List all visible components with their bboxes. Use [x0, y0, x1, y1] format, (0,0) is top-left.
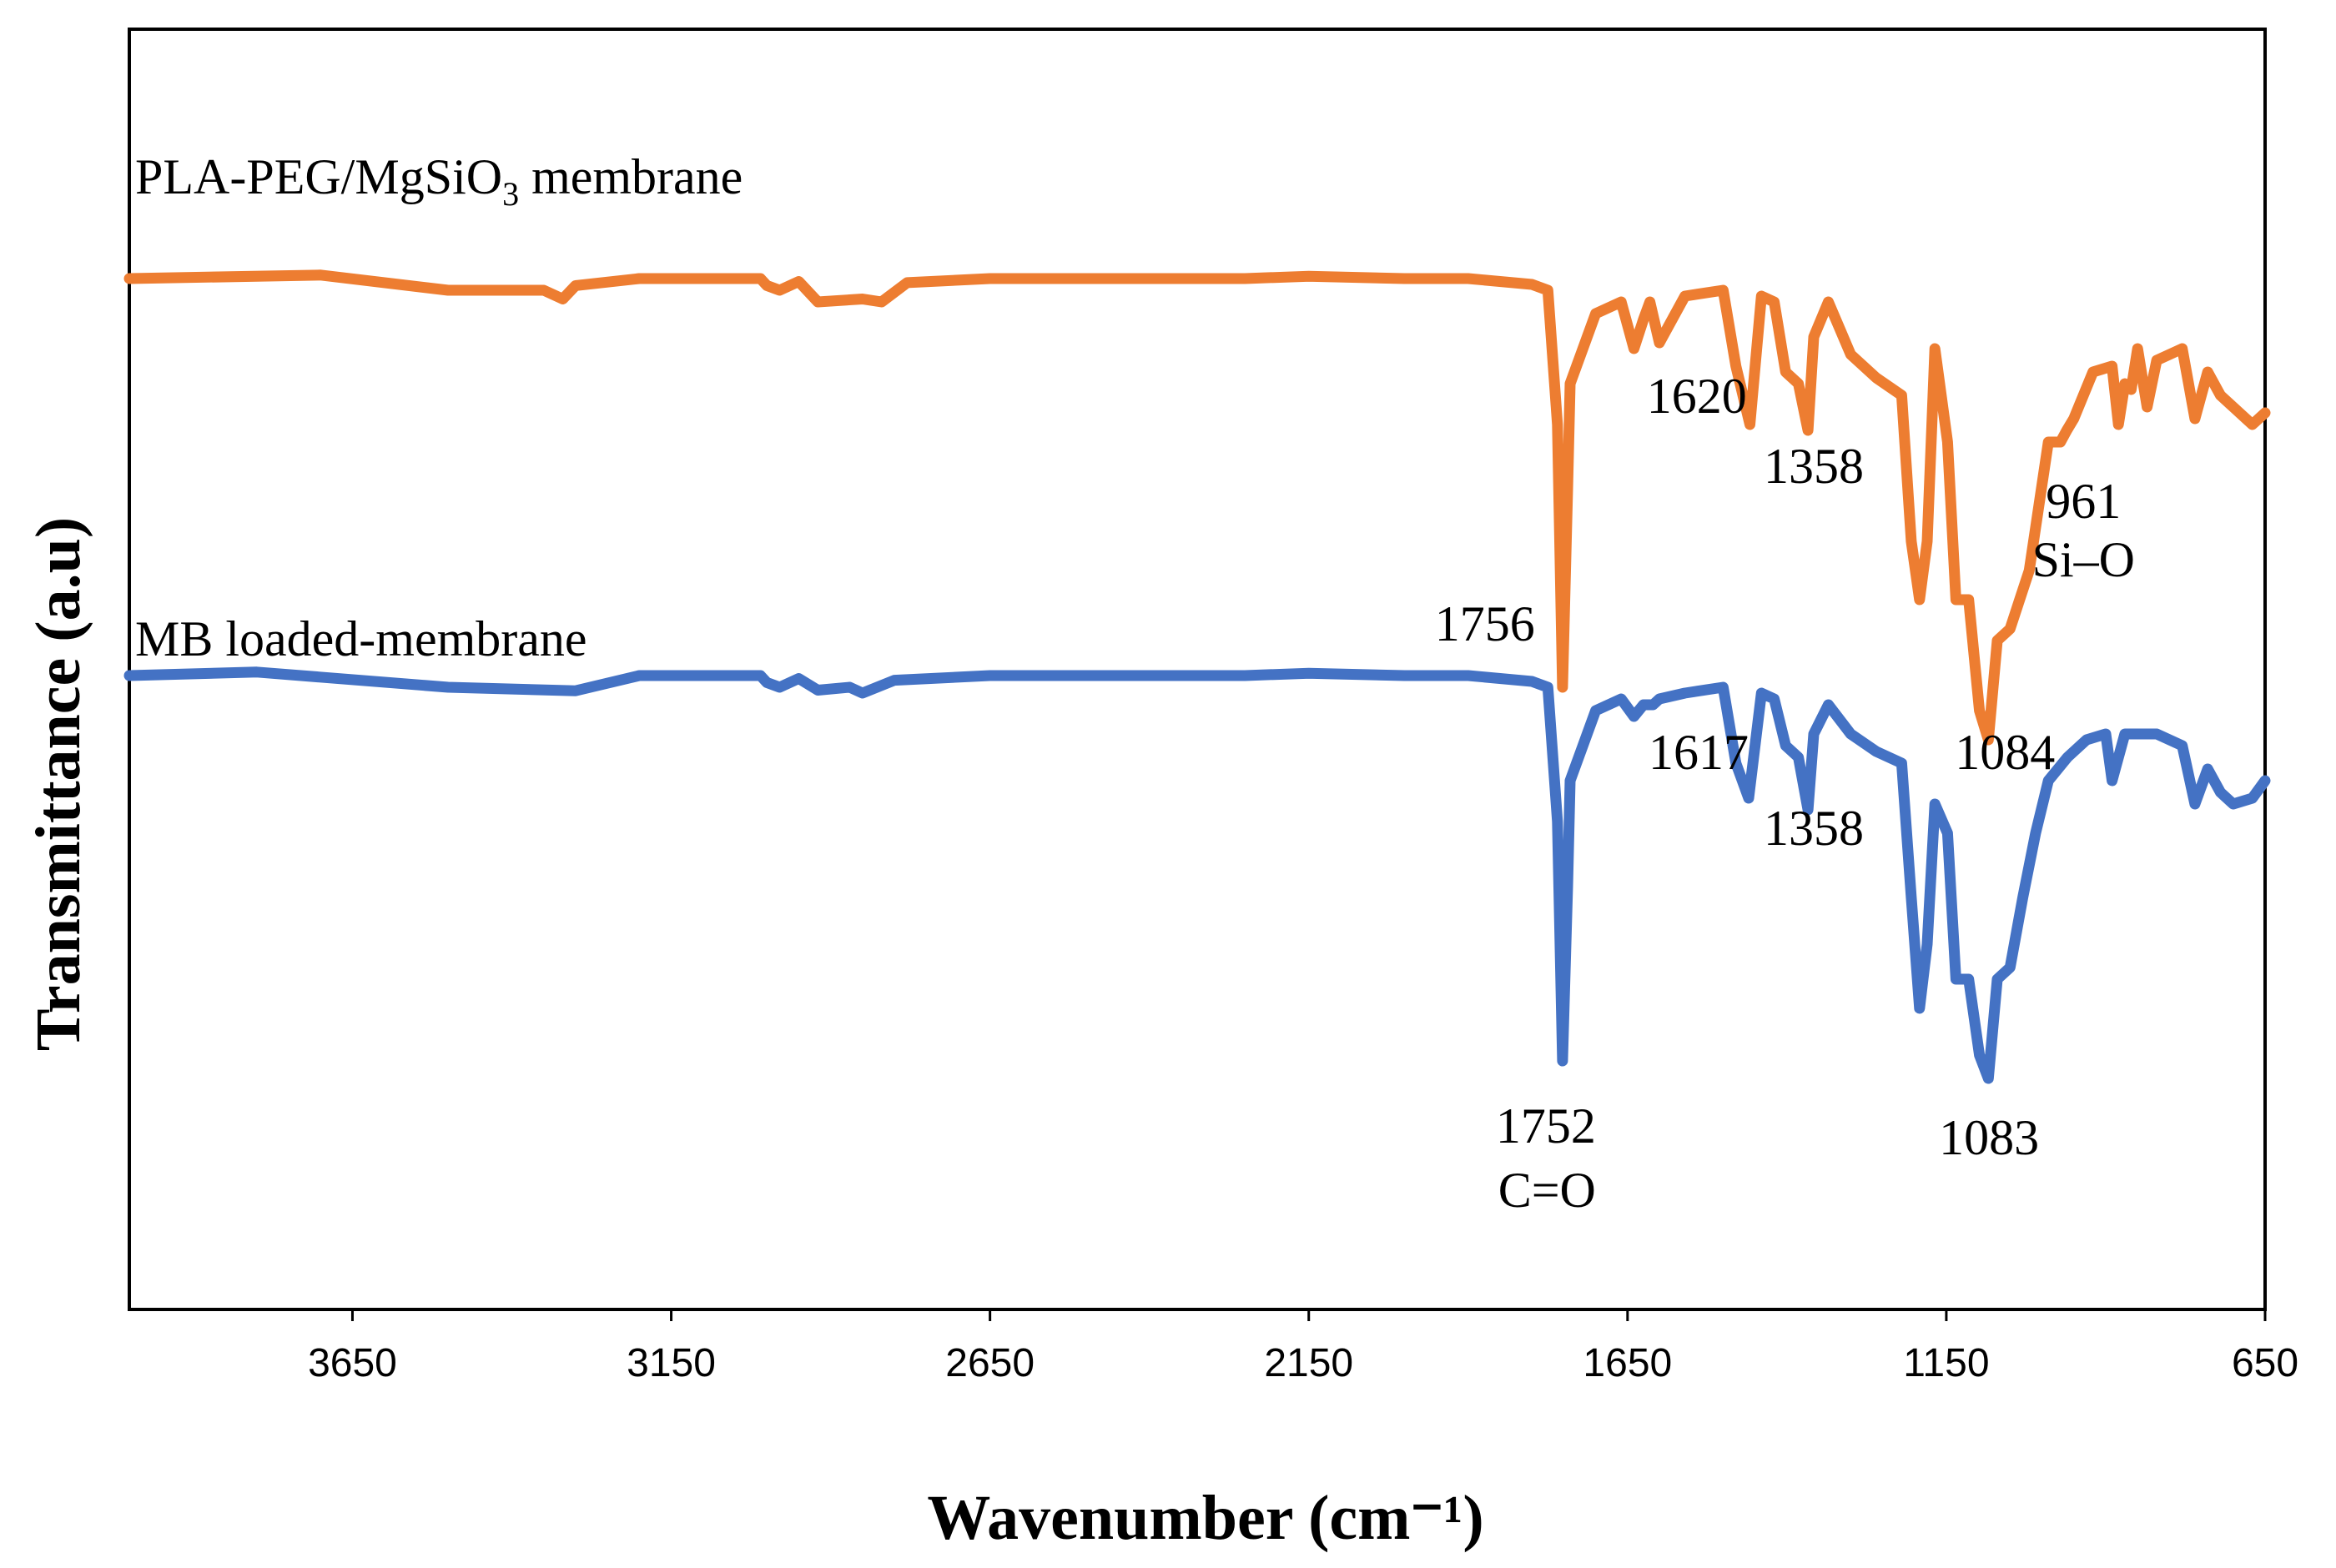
x-tick-label: 2650: [945, 1341, 1035, 1385]
series-label-layer: PLA-PEG/MgSiO3 membrane MB loaded-membra…: [135, 149, 743, 666]
peak-annotation-2: 961: [2046, 474, 2121, 529]
peak-annotation-0: 1620: [1647, 369, 1747, 424]
series-label-mb-loaded: MB loaded-membrane: [135, 611, 587, 666]
peak-annotation-3: Si–O: [2032, 532, 2135, 587]
peak-annotation-6: 1084: [1955, 725, 2055, 780]
x-tick-label: 650: [2232, 1341, 2298, 1385]
peak-annotation-4: 1756: [1435, 596, 1535, 651]
peak-annotation-10: 1083: [1939, 1110, 2039, 1165]
peak-annotation-5: 1617: [1649, 725, 1749, 780]
series-line-0: [123, 269, 2271, 746]
x-tick-label: 1650: [1583, 1341, 1672, 1385]
x-axis-title: Wavenumber (cm⁻¹): [927, 1483, 1483, 1553]
x-tick-label: 3150: [627, 1341, 716, 1385]
x-axis: 3650 3150 2650 2150 1650 1150 650: [308, 1309, 2298, 1385]
x-tick-label: 1150: [1903, 1341, 1989, 1385]
series-line-1: [123, 666, 2271, 1084]
peak-annotation-7: 1358: [1764, 801, 1864, 856]
peak-annotation-8: 1752: [1496, 1098, 1596, 1153]
plot-area-frame: [128, 28, 2267, 1311]
peak-annotation-1: 1358: [1764, 439, 1864, 494]
x-tick-label: 2150: [1264, 1341, 1353, 1385]
peak-annotation-9: C=O: [1498, 1163, 1596, 1218]
series-layer: [123, 269, 2271, 1084]
x-tick-label: 3650: [308, 1341, 397, 1385]
series-label-pla-peg: PLA-PEG/MgSiO3 membrane: [135, 149, 743, 213]
y-axis-title: Transmittance (a.u): [23, 517, 93, 1051]
